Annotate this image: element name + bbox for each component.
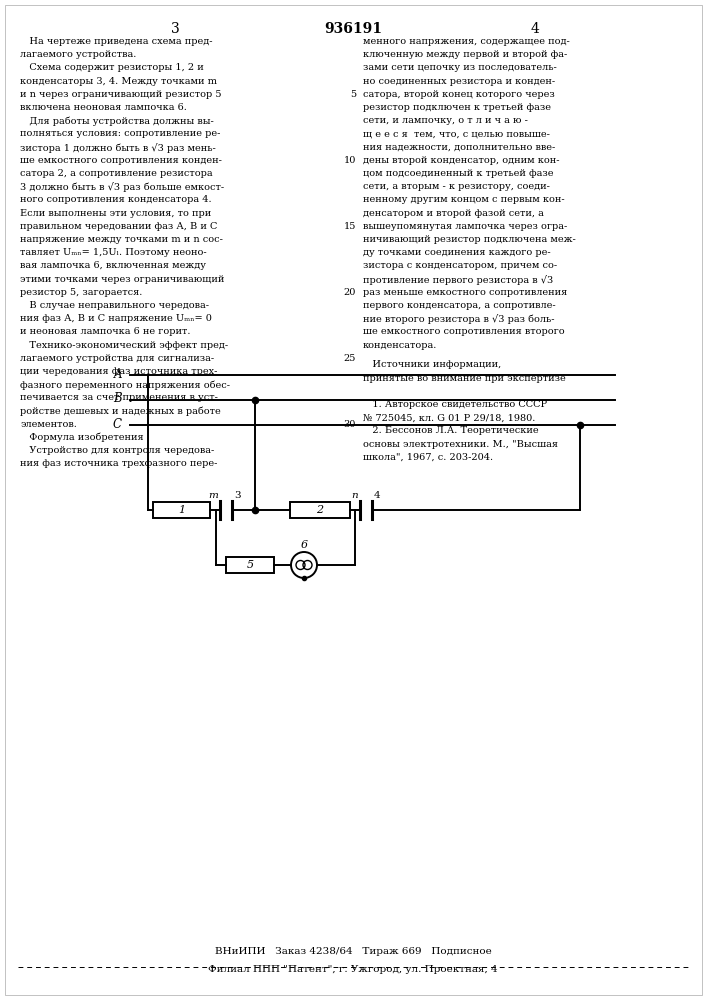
FancyBboxPatch shape: [226, 557, 274, 573]
Text: правильном чередовании фаз А, В и С: правильном чередовании фаз А, В и С: [20, 222, 217, 231]
Text: элементов.: элементов.: [20, 420, 77, 429]
Text: сатора 2, а сопротивление резистора: сатора 2, а сопротивление резистора: [20, 169, 213, 178]
Text: ние второго резистора в √3 раз боль-: ние второго резистора в √3 раз боль-: [363, 314, 554, 324]
Text: 10: 10: [344, 156, 356, 165]
Text: тавляет Uₘₙ= 1,5Uₗ. Поэтому неоно-: тавляет Uₘₙ= 1,5Uₗ. Поэтому неоно-: [20, 248, 206, 257]
Text: 3: 3: [170, 22, 180, 36]
Text: Источники информации,: Источники информации,: [363, 360, 501, 369]
Text: 30: 30: [344, 420, 356, 429]
Text: и неоновая лампочка 6 не горит.: и неоновая лампочка 6 не горит.: [20, 327, 190, 336]
Text: На чертеже приведена схема пред-: На чертеже приведена схема пред-: [20, 37, 213, 46]
FancyBboxPatch shape: [5, 5, 702, 995]
Text: сатора, второй конец которого через: сатора, второй конец которого через: [363, 90, 555, 99]
Text: ду точками соединения каждого ре-: ду точками соединения каждого ре-: [363, 248, 551, 257]
Text: и n через ограничивающий резистор 5: и n через ограничивающий резистор 5: [20, 90, 221, 99]
Text: 20: 20: [344, 288, 356, 297]
Text: фазного переменного напряжения обес-: фазного переменного напряжения обес-: [20, 380, 230, 390]
Text: 6: 6: [300, 540, 308, 550]
Text: 5: 5: [350, 90, 356, 99]
Text: ции чередования фаз источника трех-: ции чередования фаз источника трех-: [20, 367, 217, 376]
Text: 1. Авторское свидетельство СССР: 1. Авторское свидетельство СССР: [363, 400, 547, 409]
Text: Формула изобретения: Формула изобретения: [20, 433, 144, 442]
Text: ройстве дешевых и надежных в работе: ройстве дешевых и надежных в работе: [20, 407, 221, 416]
Text: принятые во внимание при экспертизе: принятые во внимание при экспертизе: [363, 374, 566, 383]
Text: лагаемого устройства для сигнализа-: лагаемого устройства для сигнализа-: [20, 354, 214, 363]
Text: Если выполнены эти условия, то при: Если выполнены эти условия, то при: [20, 209, 211, 218]
Text: зами сети цепочку из последователь-: зами сети цепочку из последователь-: [363, 63, 556, 72]
Text: включена неоновая лампочка 6.: включена неоновая лампочка 6.: [20, 103, 187, 112]
Text: ненному другим концом с первым кон-: ненному другим концом с первым кон-: [363, 195, 565, 204]
Text: резистор подключен к третьей фазе: резистор подключен к третьей фазе: [363, 103, 551, 112]
Text: щ е е с я  тем, что, с целью повыше-: щ е е с я тем, что, с целью повыше-: [363, 129, 550, 138]
Text: 5: 5: [247, 560, 254, 570]
Text: ВНиИПИ   Заказ 4238/64   Тираж 669   Подписное: ВНиИПИ Заказ 4238/64 Тираж 669 Подписное: [215, 947, 491, 956]
Text: B: B: [113, 392, 122, 406]
Text: A: A: [114, 367, 122, 380]
Text: В случае неправильного чередова-: В случае неправильного чередова-: [20, 301, 209, 310]
Text: Устройство для контроля чередова-: Устройство для контроля чередова-: [20, 446, 214, 455]
Text: но соединенных резистора и конден-: но соединенных резистора и конден-: [363, 77, 555, 86]
FancyBboxPatch shape: [290, 502, 350, 518]
Text: ше емкостного сопротивления второго: ше емкостного сопротивления второго: [363, 327, 565, 336]
Text: напряжение между точками m и n сос-: напряжение между точками m и n сос-: [20, 235, 223, 244]
Text: ничивающий резистор подключена меж-: ничивающий резистор подключена меж-: [363, 235, 575, 244]
Text: сети, а вторым - к резистору, соеди-: сети, а вторым - к резистору, соеди-: [363, 182, 550, 191]
FancyBboxPatch shape: [153, 502, 210, 518]
Text: раз меньше емкостного сопротивления: раз меньше емкостного сопротивления: [363, 288, 567, 297]
Text: Схема содержит резисторы 1, 2 и: Схема содержит резисторы 1, 2 и: [20, 63, 204, 72]
Text: Технико-экономический эффект пред-: Технико-экономический эффект пред-: [20, 341, 228, 350]
Text: этими точками через ограничивающий: этими точками через ограничивающий: [20, 275, 224, 284]
Text: ния фаз источника трехфазного пере-: ния фаз источника трехфазного пере-: [20, 459, 217, 468]
Text: ше емкостного сопротивления конден-: ше емкостного сопротивления конден-: [20, 156, 222, 165]
Text: ния надежности, дополнительно вве-: ния надежности, дополнительно вве-: [363, 143, 555, 152]
Text: 15: 15: [344, 222, 356, 231]
Text: 25: 25: [344, 354, 356, 363]
Text: конденсатора.: конденсатора.: [363, 341, 438, 350]
Text: 2: 2: [317, 505, 324, 515]
Text: вышеупомянутая лампочка через огра-: вышеупомянутая лампочка через огра-: [363, 222, 567, 231]
Text: Филиал ППП "Патент", г. Ужгород, ул. Проектная, 4: Филиал ППП "Патент", г. Ужгород, ул. Про…: [208, 965, 498, 974]
Text: 4: 4: [374, 491, 380, 500]
Text: школа", 1967, с. 203-204.: школа", 1967, с. 203-204.: [363, 453, 493, 462]
Text: 1: 1: [178, 505, 185, 515]
Text: 3 должно быть в √3 раз больше емкост-: 3 должно быть в √3 раз больше емкост-: [20, 182, 224, 192]
Text: 3: 3: [234, 491, 240, 500]
Text: m: m: [208, 491, 218, 500]
Text: менного напряжения, содержащее под-: менного напряжения, содержащее под-: [363, 37, 570, 46]
Text: зистора с конденсатором, причем со-: зистора с конденсатором, причем со-: [363, 261, 557, 270]
Text: цом подсоединенный к третьей фазе: цом подсоединенный к третьей фазе: [363, 169, 554, 178]
Text: денсатором и второй фазой сети, а: денсатором и второй фазой сети, а: [363, 209, 544, 218]
Text: лагаемого устройства.: лагаемого устройства.: [20, 50, 136, 59]
Text: 2. Бессонов Л.А. Теоретические: 2. Бессонов Л.А. Теоретические: [363, 426, 539, 435]
Text: n: n: [351, 491, 358, 500]
Text: 4: 4: [530, 22, 539, 36]
Text: первого конденсатора, а сопротивле-: первого конденсатора, а сопротивле-: [363, 301, 556, 310]
Text: противление первого резистора в √3: противление первого резистора в √3: [363, 275, 554, 285]
Text: C: C: [113, 418, 122, 430]
Text: дены второй конденсатор, одним кон-: дены второй конденсатор, одним кон-: [363, 156, 559, 165]
Text: ключенную между первой и второй фа-: ключенную между первой и второй фа-: [363, 50, 567, 59]
Text: конденсаторы 3, 4. Между точками m: конденсаторы 3, 4. Между точками m: [20, 77, 217, 86]
Text: зистора 1 должно быть в √3 раз мень-: зистора 1 должно быть в √3 раз мень-: [20, 143, 216, 153]
Text: основы электротехники. М., "Высшая: основы электротехники. М., "Высшая: [363, 440, 558, 449]
Text: вая лампочка 6, включенная между: вая лампочка 6, включенная между: [20, 261, 206, 270]
Text: 936191: 936191: [324, 22, 382, 36]
Text: печивается за счет применения в уст-: печивается за счет применения в уст-: [20, 393, 218, 402]
Text: полняться условия: сопротивление ре-: полняться условия: сопротивление ре-: [20, 129, 221, 138]
Text: ного сопротивления конденсатора 4.: ного сопротивления конденсатора 4.: [20, 195, 211, 204]
Text: Для работы устройства должны вы-: Для работы устройства должны вы-: [20, 116, 214, 126]
Text: сети, и лампочку, о т л и ч а ю -: сети, и лампочку, о т л и ч а ю -: [363, 116, 528, 125]
Text: резистор 5, загорается.: резистор 5, загорается.: [20, 288, 142, 297]
Text: № 725045, кл. G 01 P 29/18, 1980.: № 725045, кл. G 01 P 29/18, 1980.: [363, 413, 535, 422]
Text: ния фаз А, В и С напряжение Uₘₙ= 0: ния фаз А, В и С напряжение Uₘₙ= 0: [20, 314, 212, 323]
